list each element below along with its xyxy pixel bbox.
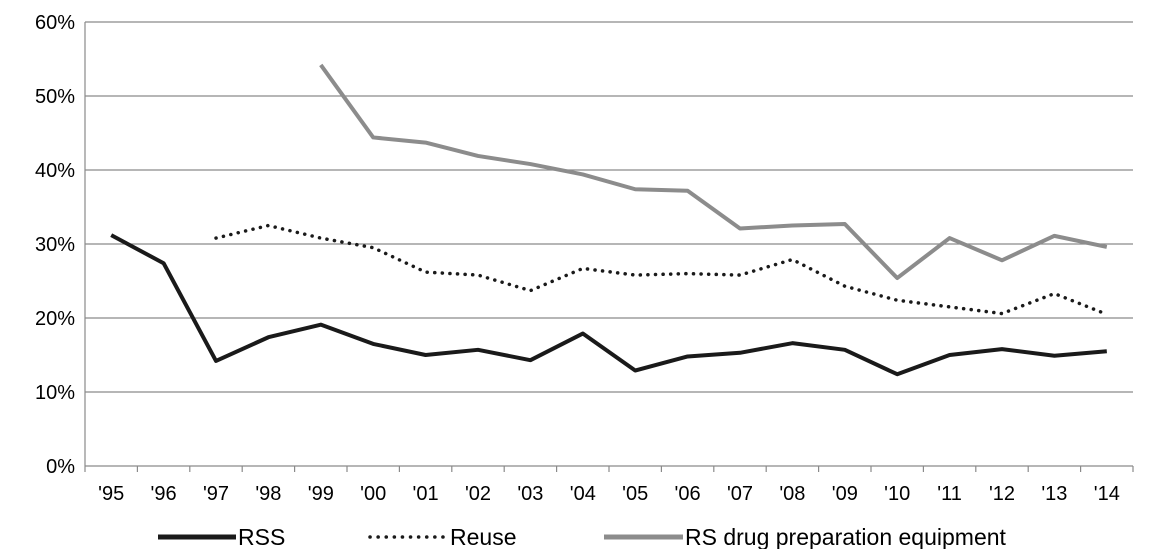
series-line-rs-drug-preparation-equipment xyxy=(319,63,1108,281)
x-tick-label: '12 xyxy=(989,483,1015,505)
y-tick-label: 50% xyxy=(35,86,75,108)
y-tick-label: 30% xyxy=(35,234,75,256)
x-tick-label: '98 xyxy=(255,483,281,505)
legend-label-rss: RSS xyxy=(238,524,285,549)
x-tick-label: '11 xyxy=(937,483,962,505)
y-tick-label: 40% xyxy=(35,160,75,182)
x-tick-label: '06 xyxy=(675,483,701,505)
x-tick-label: '04 xyxy=(570,483,596,505)
x-tick-label: '96 xyxy=(151,483,177,505)
x-tick-label: '01 xyxy=(413,483,439,505)
series-line-reuse xyxy=(214,223,1109,317)
x-tick-label: '03 xyxy=(517,483,543,505)
x-tick-label: '97 xyxy=(203,483,229,505)
x-tick-label: '10 xyxy=(884,483,910,505)
x-axis-tick-labels: '95 '96 '97 '98 '99 '00 '01 '02 '03 '04 '05 '06 '07 '… xyxy=(98,483,1120,505)
legend: RSS Reuse RS drug preparation equipment xyxy=(158,524,1007,549)
x-tick-label: '00 xyxy=(360,483,386,505)
x-tick-label: '14 xyxy=(1094,483,1120,505)
legend-label-rs-drug-preparation-equipment: RS drug preparation equipment xyxy=(685,524,1007,549)
series-line-rss xyxy=(110,233,1107,377)
x-tick-label: '99 xyxy=(308,483,334,505)
y-axis-tick-labels: 0% 10% 20% 30% 40% 50% 60% xyxy=(35,12,75,478)
y-tick-label: 0% xyxy=(46,456,75,478)
axes xyxy=(84,22,1134,472)
x-tick-label: '02 xyxy=(465,483,491,505)
y-tick-label: 10% xyxy=(35,382,75,404)
x-tick-label: '08 xyxy=(779,483,805,505)
x-tick-label: '95 xyxy=(98,483,124,505)
x-tick-label: '07 xyxy=(727,483,753,505)
x-tick-label: '13 xyxy=(1041,483,1067,505)
gridlines xyxy=(85,21,1133,393)
x-tick-label: '05 xyxy=(622,483,648,505)
y-tick-label: 60% xyxy=(35,12,75,34)
x-tick-label: '09 xyxy=(832,483,858,505)
legend-label-reuse: Reuse xyxy=(450,524,516,549)
y-tick-label: 20% xyxy=(35,308,75,330)
series-lines xyxy=(110,63,1109,377)
